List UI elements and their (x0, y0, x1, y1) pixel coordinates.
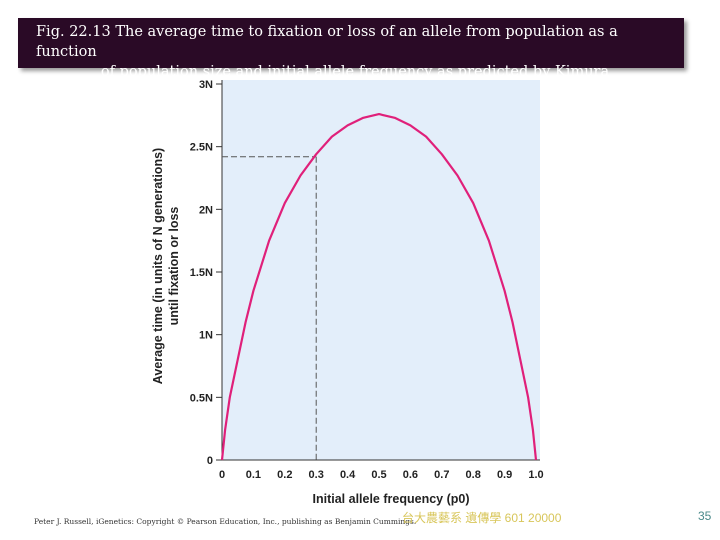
copyright-credit: Peter J. Russell, iGenetics: Copyright ©… (34, 517, 417, 526)
y-tick-label: 0.5N (190, 392, 213, 404)
series-line (220, 113, 538, 461)
x-tick-label: 0.8 (466, 469, 481, 481)
x-tick-label: 0.7 (434, 469, 449, 481)
y-tick-label: 1.5N (190, 267, 213, 279)
slide-title-line-1: Fig. 22.13 The average time to fixation … (36, 24, 618, 60)
x-tick-label: 0.1 (246, 469, 261, 481)
y-tick-label: 2N (199, 204, 213, 216)
plot-area (222, 80, 540, 460)
y-tick-label: 2.5N (190, 142, 213, 154)
y-tick-label: 0 (207, 455, 213, 467)
course-label: 台大農藝系 遺傳學 601 20000 (402, 511, 562, 525)
x-tick-label: 0 (219, 469, 225, 481)
slide-title-line-2: of population size and initial allele fr… (100, 64, 610, 80)
x-tick-label: 0.9 (497, 469, 512, 481)
y-axis-label-line-2: until fixation or loss (167, 207, 181, 326)
y-tick-label: 3N (199, 79, 213, 91)
y-axis-label-line-1: Average time (in units of N generations) (151, 148, 165, 384)
x-axis-label: Initial allele frequency (p0) (313, 492, 470, 506)
x-tick-label: 1.0 (528, 469, 543, 481)
x-tick-label: 0.2 (277, 469, 292, 481)
slide-title: Fig. 22.13 The average time to fixation … (18, 18, 684, 80)
x-tick-label: 0.4 (340, 469, 356, 481)
x-tick-label: 0.3 (309, 469, 324, 481)
reference-lines (222, 156, 317, 460)
x-tick-label: 0.6 (403, 469, 418, 481)
y-tick-label: 1N (199, 330, 213, 342)
x-ticks: 0 0.1 0.2 0.3 0.4 0.5 0.6 0.7 0.8 0.9 1.0 (219, 469, 544, 481)
x-tick-label: 0.5 (371, 469, 386, 481)
page-number: 35 (698, 509, 712, 523)
y-ticks: 0 0.5N 1N 1.5N 2N 2.5N 3N (190, 79, 222, 467)
